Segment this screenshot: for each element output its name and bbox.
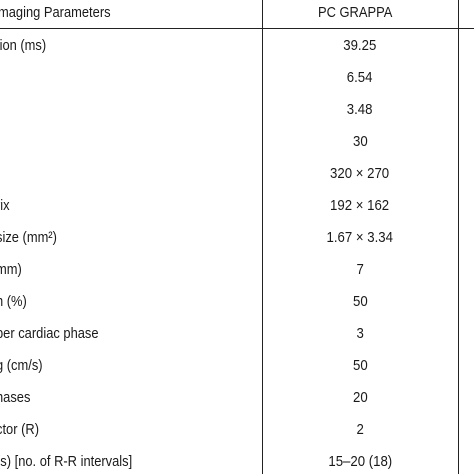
row-value: 20 [352, 389, 368, 406]
row-parameter: rix [0, 197, 10, 214]
table-row: ctor (R) 2 [0, 414, 474, 446]
row-value: 30 [352, 133, 368, 150]
row-parameter: size (mm²) [0, 229, 57, 246]
row-parameter: (s) [no. of R-R intervals] [0, 453, 133, 470]
table-row: 6.54 [0, 62, 474, 94]
row-value: 50 [352, 293, 368, 310]
row-parameter: ctor (R) [0, 421, 39, 438]
header-pc-grappa: PC GRAPPA [318, 4, 393, 21]
row-value: 3 [356, 325, 364, 342]
table-row: n (%) 50 [0, 286, 474, 318]
row-value: 7 [356, 261, 364, 278]
table-row: 30 [0, 126, 474, 158]
row-parameter: per cardiac phase [0, 325, 99, 342]
row-parameter: tion (ms) [0, 37, 47, 54]
table-row: (s) [no. of R-R intervals] 15–20 (18) [0, 446, 474, 474]
table-row: size (mm²) 1.67 × 3.34 [0, 222, 474, 254]
column-divider-right [458, 0, 459, 474]
row-parameter: mm) [0, 261, 22, 278]
header-imaging-parameters: maging Parameters [0, 4, 111, 21]
table-row: g (cm/s) 50 [0, 350, 474, 382]
row-parameter: n (%) [0, 293, 27, 310]
table-row: hases 20 [0, 382, 474, 414]
row-parameter: hases [0, 389, 31, 406]
row-value: 192 × 162 [330, 197, 390, 214]
row-value: 3.48 [347, 101, 373, 118]
table-row: rix 192 × 162 [0, 190, 474, 222]
row-value: 1.67 × 3.34 [326, 229, 394, 246]
row-value: 6.54 [347, 69, 373, 86]
table-row: tion (ms) 39.25 [0, 30, 474, 62]
row-value: 50 [352, 357, 368, 374]
row-value: 39.25 [343, 37, 377, 54]
table-row: mm) 7 [0, 254, 474, 286]
row-value: 2 [356, 421, 364, 438]
row-value: 15–20 (18) [328, 453, 392, 470]
table-row: 320 × 270 [0, 158, 474, 190]
header-bottom-rule [0, 28, 474, 29]
column-divider-left [262, 0, 263, 474]
row-parameter: g (cm/s) [0, 357, 43, 374]
table-row: per cardiac phase 3 [0, 318, 474, 350]
table-row: 3.48 [0, 94, 474, 126]
row-value: 320 × 270 [330, 165, 390, 182]
